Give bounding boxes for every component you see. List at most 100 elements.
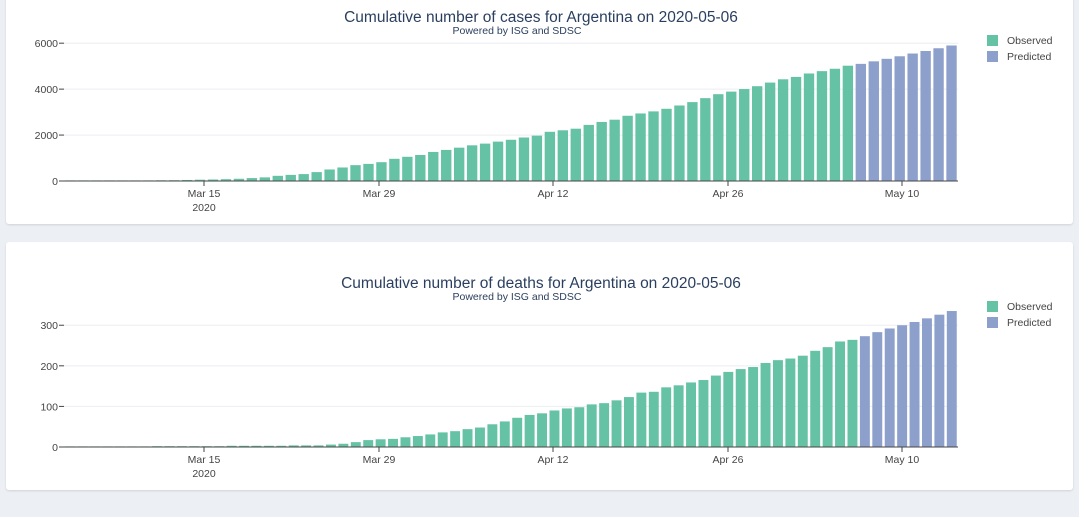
deaths-observed-bar[interactable]: [586, 404, 597, 447]
cases-observed-bar[interactable]: [194, 179, 206, 181]
cases-observed-bar[interactable]: [298, 174, 309, 181]
cases-observed-bar[interactable]: [233, 178, 245, 181]
cases-observed-bar[interactable]: [751, 86, 763, 181]
deaths-observed-bar[interactable]: [388, 438, 398, 447]
cases-observed-bar[interactable]: [337, 167, 348, 181]
cases-observed-bar[interactable]: [363, 163, 374, 181]
cases-observed-bar[interactable]: [220, 179, 232, 181]
cases-observed-bar[interactable]: [648, 111, 659, 181]
deaths-observed-bar[interactable]: [487, 424, 498, 447]
deaths-observed-bar[interactable]: [375, 439, 386, 447]
cases-predicted-bar[interactable]: [920, 51, 931, 181]
cases-observed-bar[interactable]: [570, 128, 581, 181]
deaths-observed-bar[interactable]: [710, 375, 721, 447]
deaths-observed-bar[interactable]: [474, 427, 485, 447]
deaths-observed-bar[interactable]: [797, 355, 808, 447]
cases-observed-bar[interactable]: [726, 91, 737, 181]
cases-observed-bar[interactable]: [259, 177, 271, 181]
cases-observed-bar[interactable]: [466, 145, 478, 181]
cases-observed-bar[interactable]: [428, 151, 439, 181]
deaths-predicted-bar[interactable]: [909, 321, 920, 447]
cases-observed-bar[interactable]: [350, 165, 361, 181]
cases-predicted-bar[interactable]: [946, 45, 957, 182]
cases-observed-bar[interactable]: [739, 89, 750, 181]
cases-observed-bar[interactable]: [700, 98, 711, 181]
cases-observed-bar[interactable]: [311, 172, 322, 181]
cases-observed-bar[interactable]: [479, 143, 491, 181]
cases-legend-item-observed[interactable]: Observed: [987, 35, 1053, 47]
cases-predicted-bar[interactable]: [868, 61, 879, 181]
deaths-legend-item-predicted[interactable]: Predicted: [987, 317, 1052, 329]
cases-observed-bar[interactable]: [596, 121, 607, 181]
deaths-observed-bar[interactable]: [636, 392, 647, 447]
cases-observed-bar[interactable]: [790, 76, 802, 181]
deaths-observed-bar[interactable]: [810, 350, 821, 447]
cases-observed-bar[interactable]: [441, 149, 452, 181]
deaths-observed-bar[interactable]: [325, 444, 336, 447]
deaths-observed-bar[interactable]: [363, 440, 374, 447]
cases-observed-bar[interactable]: [777, 79, 789, 181]
cases-observed-bar[interactable]: [415, 154, 426, 181]
cases-predicted-bar[interactable]: [855, 63, 867, 181]
cases-observed-bar[interactable]: [583, 124, 594, 181]
cases-predicted-bar[interactable]: [933, 48, 944, 181]
deaths-observed-bar[interactable]: [313, 445, 324, 447]
cases-observed-bar[interactable]: [674, 105, 685, 181]
deaths-observed-bar[interactable]: [499, 421, 510, 447]
cases-observed-bar[interactable]: [622, 115, 633, 181]
deaths-observed-bar[interactable]: [263, 445, 274, 447]
cases-observed-bar[interactable]: [544, 131, 556, 181]
cases-observed-bar[interactable]: [505, 139, 517, 181]
cases-predicted-bar[interactable]: [907, 53, 918, 181]
deaths-predicted-bar[interactable]: [897, 325, 908, 447]
cases-observed-bar[interactable]: [531, 135, 543, 181]
deaths-observed-bar[interactable]: [425, 434, 436, 447]
cases-predicted-bar[interactable]: [894, 56, 905, 181]
cases-observed-bar[interactable]: [402, 156, 413, 181]
deaths-predicted-bar[interactable]: [921, 318, 932, 447]
deaths-observed-bar[interactable]: [648, 391, 659, 447]
deaths-observed-bar[interactable]: [412, 436, 423, 447]
cases-observed-bar[interactable]: [635, 113, 646, 181]
cases-observed-bar[interactable]: [687, 102, 698, 181]
deaths-observed-bar[interactable]: [623, 397, 634, 447]
deaths-observed-bar[interactable]: [288, 445, 299, 447]
deaths-observed-bar[interactable]: [437, 432, 448, 447]
deaths-observed-bar[interactable]: [226, 445, 237, 447]
cases-observed-bar[interactable]: [816, 71, 828, 181]
cases-observed-bar[interactable]: [285, 174, 296, 181]
deaths-observed-bar[interactable]: [822, 347, 833, 447]
deaths-observed-bar[interactable]: [239, 445, 249, 447]
deaths-observed-bar[interactable]: [785, 358, 796, 447]
cases-observed-bar[interactable]: [181, 179, 193, 181]
deaths-observed-bar[interactable]: [574, 407, 585, 447]
deaths-legend-item-observed[interactable]: Observed: [987, 301, 1053, 313]
cases-observed-bar[interactable]: [453, 147, 465, 181]
deaths-observed-bar[interactable]: [549, 410, 560, 447]
cases-observed-bar[interactable]: [389, 158, 400, 181]
cases-observed-bar[interactable]: [557, 130, 569, 181]
deaths-observed-bar[interactable]: [400, 437, 411, 447]
deaths-predicted-bar[interactable]: [859, 336, 870, 447]
deaths-observed-bar[interactable]: [301, 445, 312, 447]
cases-legend-item-predicted[interactable]: Predicted: [987, 51, 1052, 63]
cases-observed-bar[interactable]: [207, 179, 219, 181]
cases-observed-bar[interactable]: [272, 175, 283, 181]
deaths-observed-bar[interactable]: [748, 367, 759, 447]
cases-observed-bar[interactable]: [661, 108, 672, 181]
cases-observed-bar[interactable]: [764, 82, 776, 181]
deaths-observed-bar[interactable]: [561, 408, 572, 447]
deaths-observed-bar[interactable]: [350, 442, 361, 447]
deaths-observed-bar[interactable]: [686, 382, 696, 447]
cases-observed-bar[interactable]: [609, 119, 620, 181]
deaths-observed-bar[interactable]: [835, 341, 845, 447]
deaths-observed-bar[interactable]: [450, 431, 461, 447]
deaths-observed-bar[interactable]: [760, 362, 771, 447]
cases-observed-bar[interactable]: [376, 162, 387, 181]
deaths-observed-bar[interactable]: [462, 429, 473, 447]
deaths-predicted-bar[interactable]: [946, 311, 957, 447]
deaths-observed-bar[interactable]: [537, 413, 547, 447]
deaths-observed-bar[interactable]: [524, 414, 535, 447]
deaths-observed-bar[interactable]: [772, 360, 783, 447]
cases-observed-bar[interactable]: [324, 169, 335, 181]
